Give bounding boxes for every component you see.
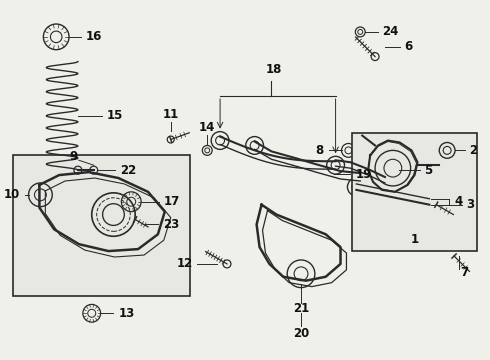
Text: 10: 10	[3, 188, 20, 201]
Text: 24: 24	[382, 26, 398, 39]
Text: 11: 11	[163, 108, 179, 121]
Text: 1: 1	[411, 233, 418, 246]
Text: 5: 5	[424, 164, 433, 177]
Text: 18: 18	[265, 63, 282, 76]
Text: 6: 6	[405, 40, 413, 53]
Text: 4: 4	[454, 195, 462, 208]
Text: 20: 20	[293, 327, 309, 339]
Text: 12: 12	[176, 257, 193, 270]
Bar	[352, 132, 477, 251]
Text: 21: 21	[293, 302, 309, 315]
Text: 15: 15	[106, 109, 123, 122]
Text: 2: 2	[469, 144, 477, 157]
Text: 22: 22	[121, 164, 137, 177]
Text: 3: 3	[466, 198, 474, 211]
Bar	[13, 155, 191, 297]
Text: 17: 17	[164, 195, 180, 208]
Text: 13: 13	[119, 307, 135, 320]
Text: 7: 7	[460, 266, 468, 279]
Text: 19: 19	[355, 167, 372, 181]
Text: 14: 14	[199, 121, 216, 134]
Text: 8: 8	[316, 144, 324, 157]
Text: 16: 16	[86, 30, 102, 43]
Text: 9: 9	[70, 150, 78, 163]
Text: 23: 23	[163, 218, 179, 231]
Circle shape	[167, 136, 174, 143]
